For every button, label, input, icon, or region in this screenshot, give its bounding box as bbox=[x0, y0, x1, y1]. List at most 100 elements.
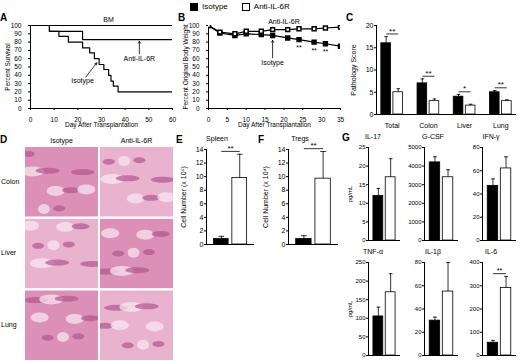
svg-text:5: 5 bbox=[226, 116, 230, 123]
svg-text:10: 10 bbox=[14, 96, 22, 103]
svg-text:50: 50 bbox=[192, 63, 200, 70]
svg-text:Isotype: Isotype bbox=[50, 137, 73, 145]
svg-text:**: ** bbox=[310, 141, 316, 150]
svg-text:8: 8 bbox=[200, 186, 204, 193]
svg-text:25: 25 bbox=[359, 144, 366, 150]
svg-text:BM: BM bbox=[103, 16, 114, 23]
svg-text:80: 80 bbox=[415, 259, 422, 265]
svg-text:8: 8 bbox=[282, 186, 286, 193]
svg-text:100: 100 bbox=[355, 315, 366, 321]
svg-text:90: 90 bbox=[14, 30, 22, 37]
svg-text:60: 60 bbox=[473, 168, 480, 174]
svg-text:Lung: Lung bbox=[493, 122, 509, 130]
svg-text:35: 35 bbox=[337, 116, 345, 123]
svg-text:4000: 4000 bbox=[408, 163, 422, 169]
svg-text:6: 6 bbox=[282, 200, 286, 207]
svg-text:pg/mL: pg/mL bbox=[347, 185, 353, 202]
svg-text:Lung: Lung bbox=[1, 321, 17, 329]
svg-text:Pathology Score: Pathology Score bbox=[350, 44, 358, 95]
svg-text:0: 0 bbox=[370, 111, 374, 118]
svg-text:150: 150 bbox=[355, 297, 366, 303]
svg-text:80: 80 bbox=[473, 144, 480, 150]
svg-text:20: 20 bbox=[473, 214, 480, 220]
svg-text:**: ** bbox=[311, 47, 317, 54]
svg-text:Colon: Colon bbox=[419, 122, 437, 129]
svg-text:0: 0 bbox=[29, 116, 33, 123]
svg-text:20: 20 bbox=[192, 88, 200, 95]
svg-text:20: 20 bbox=[366, 22, 374, 29]
svg-text:0: 0 bbox=[418, 237, 422, 243]
svg-text:10: 10 bbox=[51, 116, 59, 123]
svg-text:2000: 2000 bbox=[408, 200, 422, 206]
svg-text:Anti-IL-6R: Anti-IL-6R bbox=[268, 18, 300, 25]
svg-text:60: 60 bbox=[169, 116, 177, 123]
svg-text:200: 200 bbox=[355, 278, 366, 284]
svg-text:Percent Original Body Weight: Percent Original Body Weight bbox=[182, 24, 190, 109]
svg-text:10: 10 bbox=[366, 66, 374, 73]
svg-text:40: 40 bbox=[473, 191, 480, 197]
svg-text:*: * bbox=[463, 84, 466, 93]
svg-text:Anti-IL-6R: Anti-IL-6R bbox=[124, 55, 156, 62]
svg-text:400: 400 bbox=[469, 259, 480, 265]
svg-text:Day After Transplantation: Day After Transplantation bbox=[238, 121, 311, 129]
svg-text:**: ** bbox=[389, 27, 395, 36]
svg-text:10: 10 bbox=[196, 173, 204, 180]
svg-text:Liver: Liver bbox=[1, 249, 17, 256]
svg-text:1000: 1000 bbox=[408, 219, 422, 225]
svg-text:5: 5 bbox=[370, 88, 374, 95]
svg-text:Colon: Colon bbox=[1, 178, 19, 185]
svg-text:80: 80 bbox=[192, 38, 200, 45]
svg-text:Day After Transplantation: Day After Transplantation bbox=[65, 121, 138, 129]
svg-text:40: 40 bbox=[415, 306, 422, 312]
svg-text:5000: 5000 bbox=[408, 144, 422, 150]
svg-text:15: 15 bbox=[366, 44, 374, 51]
svg-text:60: 60 bbox=[192, 55, 200, 62]
svg-text:Cell Number (x 10⁴): Cell Number (x 10⁴) bbox=[262, 166, 270, 228]
svg-text:30: 30 bbox=[192, 80, 200, 87]
svg-text:5: 5 bbox=[362, 219, 366, 225]
svg-text:2: 2 bbox=[200, 227, 204, 234]
svg-text:0: 0 bbox=[196, 105, 200, 112]
svg-text:40: 40 bbox=[192, 71, 200, 78]
svg-text:80: 80 bbox=[14, 38, 22, 45]
svg-text:pg/mL: pg/mL bbox=[347, 300, 353, 317]
svg-text:10: 10 bbox=[192, 96, 200, 103]
svg-text:60: 60 bbox=[415, 283, 422, 289]
svg-text:0: 0 bbox=[362, 352, 366, 358]
svg-text:Isotype: Isotype bbox=[261, 59, 284, 67]
svg-text:40: 40 bbox=[14, 71, 22, 78]
svg-text:**: ** bbox=[227, 144, 233, 153]
svg-text:Anti-IL-6R: Anti-IL-6R bbox=[121, 137, 153, 144]
svg-text:2: 2 bbox=[282, 227, 286, 234]
svg-text:**: ** bbox=[498, 80, 504, 89]
svg-text:100: 100 bbox=[11, 22, 22, 29]
svg-text:Liver: Liver bbox=[457, 122, 473, 129]
svg-text:4: 4 bbox=[282, 214, 286, 221]
svg-text:250: 250 bbox=[355, 259, 366, 265]
svg-text:70: 70 bbox=[14, 46, 22, 53]
svg-text:30: 30 bbox=[14, 80, 22, 87]
svg-text:0: 0 bbox=[476, 352, 480, 358]
svg-text:20: 20 bbox=[415, 329, 422, 335]
svg-text:**: ** bbox=[497, 267, 503, 274]
svg-text:0: 0 bbox=[200, 241, 204, 248]
svg-text:10: 10 bbox=[359, 200, 366, 206]
svg-text:0: 0 bbox=[18, 105, 22, 112]
svg-text:Isotype: Isotype bbox=[71, 77, 94, 85]
svg-text:14: 14 bbox=[196, 146, 204, 153]
svg-text:10: 10 bbox=[278, 173, 286, 180]
svg-text:0: 0 bbox=[418, 352, 422, 358]
svg-text:3000: 3000 bbox=[408, 182, 422, 188]
svg-text:Total: Total bbox=[385, 122, 400, 129]
svg-text:**: ** bbox=[323, 48, 329, 55]
svg-text:0: 0 bbox=[282, 241, 286, 248]
svg-text:50: 50 bbox=[359, 334, 366, 340]
svg-text:0: 0 bbox=[362, 237, 366, 243]
svg-text:30: 30 bbox=[318, 116, 326, 123]
svg-text:12: 12 bbox=[278, 159, 286, 166]
svg-text:15: 15 bbox=[359, 182, 366, 188]
svg-text:100: 100 bbox=[469, 329, 480, 335]
svg-text:6: 6 bbox=[200, 200, 204, 207]
svg-text:50: 50 bbox=[145, 116, 153, 123]
svg-text:20: 20 bbox=[359, 163, 366, 169]
